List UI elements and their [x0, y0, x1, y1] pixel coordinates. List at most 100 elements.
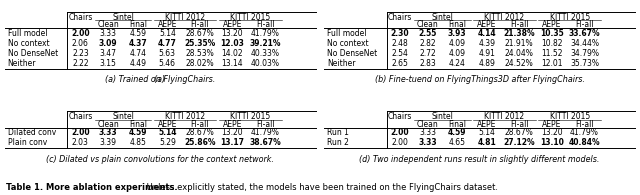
Text: Chairs: Chairs [68, 12, 93, 21]
Text: 5.14: 5.14 [159, 29, 176, 38]
Text: 5.14: 5.14 [158, 128, 177, 137]
Text: 28.53%: 28.53% [186, 49, 214, 58]
Text: 2.54: 2.54 [391, 49, 408, 58]
Text: Full model: Full model [8, 29, 47, 38]
Text: 13.17: 13.17 [221, 138, 244, 147]
Text: KITTI 2015: KITTI 2015 [230, 112, 271, 121]
Text: 25.35%: 25.35% [184, 39, 216, 48]
Text: 5.29: 5.29 [159, 138, 176, 147]
Text: KITTI 2015: KITTI 2015 [230, 12, 271, 21]
Text: No context: No context [327, 39, 369, 48]
Text: 13.20: 13.20 [221, 128, 243, 137]
Text: 28.67%: 28.67% [505, 128, 534, 137]
Text: Fl-all: Fl-all [191, 20, 209, 29]
Text: (a) Trained on FlyingChairs.: (a) Trained on FlyingChairs. [105, 75, 216, 84]
Text: (a): (a) [154, 75, 167, 84]
Text: 2.65: 2.65 [391, 59, 408, 68]
Text: 12.01: 12.01 [541, 59, 563, 68]
Text: Final: Final [129, 20, 147, 29]
Text: 4.24: 4.24 [449, 59, 466, 68]
Text: 4.39: 4.39 [478, 39, 495, 48]
Text: Run 1: Run 1 [327, 128, 349, 137]
Text: 10.35: 10.35 [540, 29, 564, 38]
Text: 4.59: 4.59 [448, 128, 467, 137]
Text: Clean: Clean [97, 20, 119, 29]
Text: AEPE: AEPE [542, 120, 561, 129]
Text: 2.30: 2.30 [390, 29, 409, 38]
Text: 4.81: 4.81 [477, 138, 496, 147]
Text: 28.02%: 28.02% [186, 59, 214, 68]
Text: Final: Final [448, 120, 466, 129]
Text: KITTI 2012: KITTI 2012 [484, 112, 525, 121]
Text: 3.09: 3.09 [99, 39, 118, 48]
Text: 3.33: 3.33 [100, 29, 117, 38]
Text: 2.22: 2.22 [72, 59, 89, 68]
Text: 24.52%: 24.52% [505, 59, 534, 68]
Text: Full model: Full model [327, 29, 367, 38]
Text: Neither: Neither [8, 59, 36, 68]
Text: 39.21%: 39.21% [250, 39, 281, 48]
Text: 2.00: 2.00 [71, 29, 90, 38]
Text: 13.20: 13.20 [221, 29, 243, 38]
Text: 2.83: 2.83 [419, 59, 436, 68]
Text: Table 1. More ablation experiments.: Table 1. More ablation experiments. [6, 183, 178, 192]
Text: Fl-all: Fl-all [575, 20, 594, 29]
Text: 27.12%: 27.12% [504, 138, 535, 147]
Text: Fl-all: Fl-all [575, 120, 594, 129]
Text: AEPE: AEPE [223, 120, 242, 129]
Text: 3.33: 3.33 [99, 128, 118, 137]
Text: 33.67%: 33.67% [568, 29, 600, 38]
Text: 28.67%: 28.67% [186, 29, 214, 38]
Text: KITTI 2012: KITTI 2012 [165, 112, 205, 121]
Text: Plain conv: Plain conv [8, 138, 47, 147]
Text: Fl-all: Fl-all [256, 120, 275, 129]
Text: 4.85: 4.85 [129, 138, 147, 147]
Text: 11.52: 11.52 [541, 49, 563, 58]
Text: Sintel: Sintel [431, 112, 453, 121]
Text: KITTI 2015: KITTI 2015 [550, 112, 590, 121]
Text: 24.04%: 24.04% [505, 49, 534, 58]
Text: AEPE: AEPE [157, 120, 177, 129]
Text: AEPE: AEPE [477, 120, 497, 129]
Text: 2.55: 2.55 [419, 29, 437, 38]
Text: 2.82: 2.82 [419, 39, 436, 48]
Text: 5.46: 5.46 [159, 59, 176, 68]
Text: No DenseNet: No DenseNet [327, 49, 378, 58]
Text: Fl-all: Fl-all [510, 120, 529, 129]
Text: (c) Dilated vs plain convolutions for the context network.: (c) Dilated vs plain convolutions for th… [46, 155, 275, 164]
Text: 5.14: 5.14 [478, 128, 495, 137]
Text: Sintel: Sintel [112, 12, 134, 21]
Text: 5.63: 5.63 [159, 49, 176, 58]
Text: 4.14: 4.14 [477, 29, 496, 38]
Text: 2.00: 2.00 [71, 128, 90, 137]
Text: 41.79%: 41.79% [251, 128, 280, 137]
Text: 2.23: 2.23 [72, 49, 89, 58]
Text: 2.00: 2.00 [391, 138, 408, 147]
Text: 41.79%: 41.79% [570, 128, 599, 137]
Text: 4.59: 4.59 [129, 128, 147, 137]
Text: 2.48: 2.48 [392, 39, 408, 48]
Text: 34.44%: 34.44% [570, 39, 599, 48]
Text: 13.10: 13.10 [540, 138, 564, 147]
Text: Unless explicitly stated, the models have been trained on the FlyingChairs datas: Unless explicitly stated, the models hav… [144, 183, 498, 192]
Text: 40.84%: 40.84% [568, 138, 600, 147]
Text: 3.47: 3.47 [100, 49, 117, 58]
Text: Final: Final [448, 20, 466, 29]
Text: 40.33%: 40.33% [251, 49, 280, 58]
Text: Clean: Clean [417, 20, 438, 29]
Text: Clean: Clean [97, 120, 119, 129]
Text: 4.09: 4.09 [449, 39, 466, 48]
Text: 38.67%: 38.67% [249, 138, 281, 147]
Text: 21.38%: 21.38% [504, 29, 535, 38]
Text: 2.03: 2.03 [72, 138, 89, 147]
Text: 10.82: 10.82 [541, 39, 563, 48]
Text: 4.89: 4.89 [478, 59, 495, 68]
Text: 4.49: 4.49 [129, 59, 147, 68]
Text: Fl-all: Fl-all [191, 120, 209, 129]
Text: 12.03: 12.03 [221, 39, 244, 48]
Text: Clean: Clean [417, 120, 438, 129]
Text: 4.59: 4.59 [129, 29, 147, 38]
Text: 3.33: 3.33 [419, 138, 437, 147]
Text: KITTI 2015: KITTI 2015 [550, 12, 590, 21]
Text: No context: No context [8, 39, 49, 48]
